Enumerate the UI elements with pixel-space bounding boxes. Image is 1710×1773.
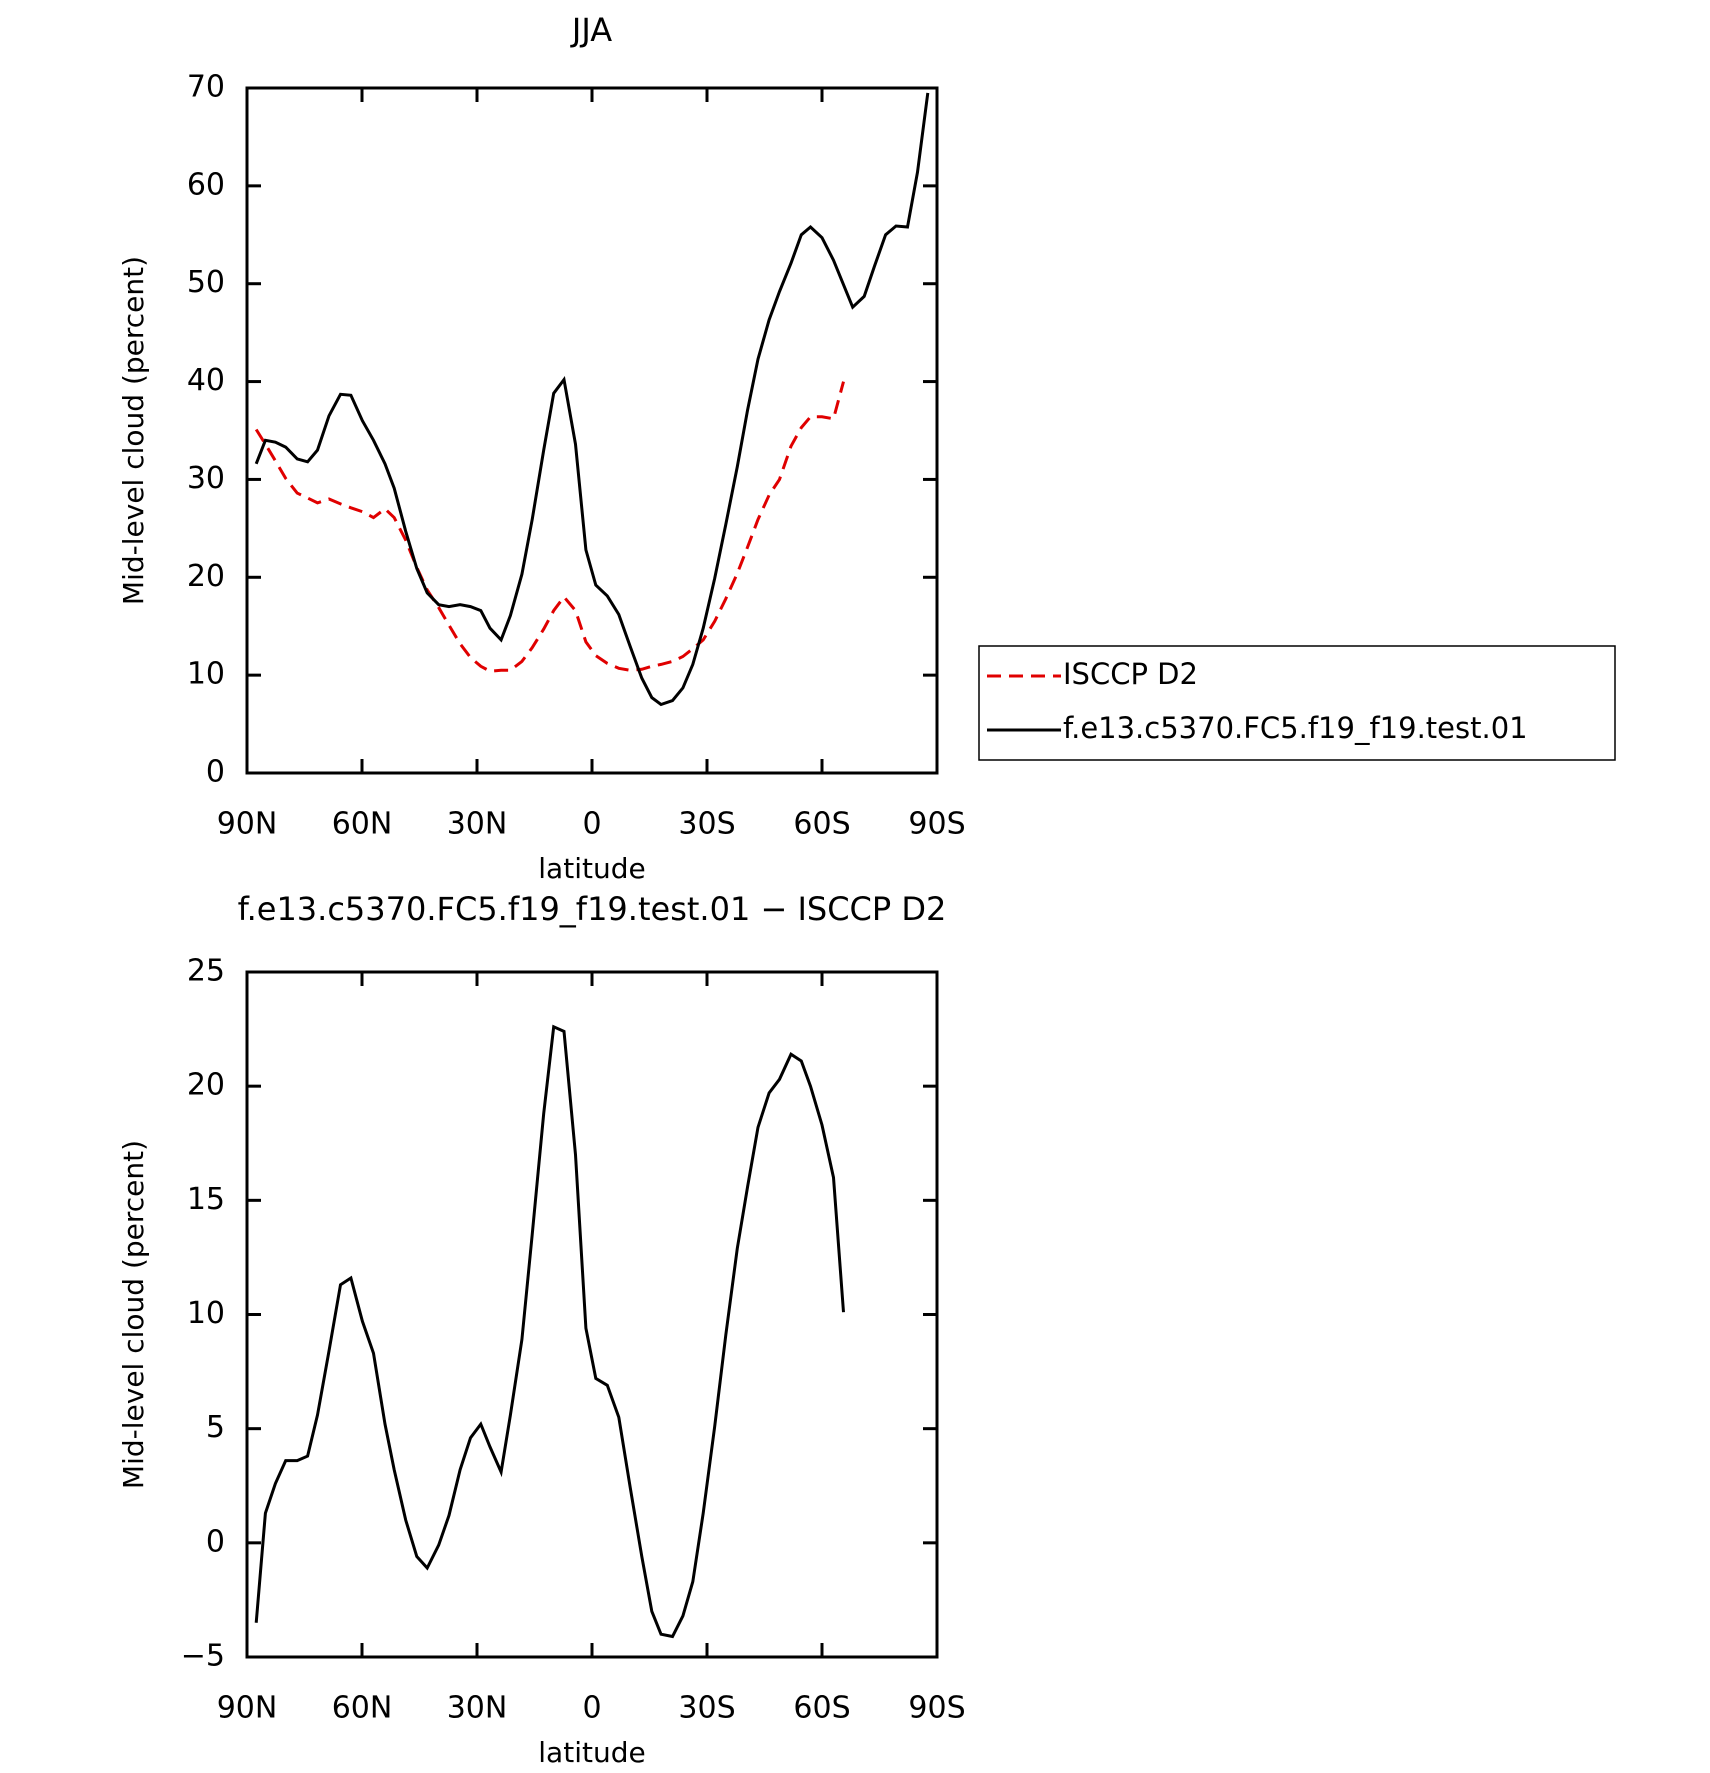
y-tick-label: 0: [206, 755, 225, 790]
x-tick-label: 90N: [217, 1691, 278, 1726]
y-tick-label: 20: [187, 559, 225, 594]
legend-box: [978, 645, 1616, 761]
y-tick-label: 10: [187, 657, 225, 692]
x-tick-label: 30N: [447, 807, 508, 842]
x-tick-label: 90N: [217, 807, 278, 842]
chart-title: JJA: [570, 11, 612, 49]
x-tick-label: 60N: [332, 807, 393, 842]
legend-label: f.e13.c5370.FC5.f19_f19.test.01: [1063, 711, 1528, 745]
x-tick-label: 30S: [678, 1691, 735, 1726]
plot-frame: [245, 970, 939, 1659]
data-line: [254, 1024, 845, 1639]
data-line: [254, 381, 845, 673]
x-tick-label: 60N: [332, 1691, 393, 1726]
chart-title: f.e13.c5370.FC5.f19_f19.test.01 − ISCCP …: [238, 890, 947, 928]
y-tick-label: 30: [187, 461, 225, 496]
plot-frame: [245, 86, 939, 775]
y-tick-label: 0: [206, 1524, 225, 1559]
y-tick-label: 25: [187, 954, 225, 989]
y-tick-label: 70: [187, 70, 225, 105]
y-axis-label: Mid-level cloud (percent): [117, 1140, 150, 1489]
data-line: [254, 92, 930, 707]
y-tick-label: 50: [187, 265, 225, 300]
y-tick-label: 5: [206, 1410, 225, 1445]
x-axis-label: latitude: [538, 1736, 645, 1769]
x-axis-label: latitude: [538, 852, 645, 885]
y-tick-label: 60: [187, 167, 225, 202]
y-tick-label: 20: [187, 1068, 225, 1103]
x-tick-label: 90S: [908, 807, 965, 842]
x-tick-label: 60S: [793, 807, 850, 842]
x-tick-label: 90S: [908, 1691, 965, 1726]
x-tick-label: 60S: [793, 1691, 850, 1726]
y-tick-label: −5: [181, 1639, 225, 1674]
y-tick-label: 10: [187, 1296, 225, 1331]
y-axis-label: Mid-level cloud (percent): [117, 256, 150, 605]
legend-label: ISCCP D2: [1063, 657, 1198, 691]
x-tick-label: 30S: [678, 807, 735, 842]
x-tick-label: 0: [582, 807, 601, 842]
x-tick-label: 0: [582, 1691, 601, 1726]
y-tick-label: 15: [187, 1182, 225, 1217]
x-tick-label: 30N: [447, 1691, 508, 1726]
y-tick-label: 40: [187, 363, 225, 398]
